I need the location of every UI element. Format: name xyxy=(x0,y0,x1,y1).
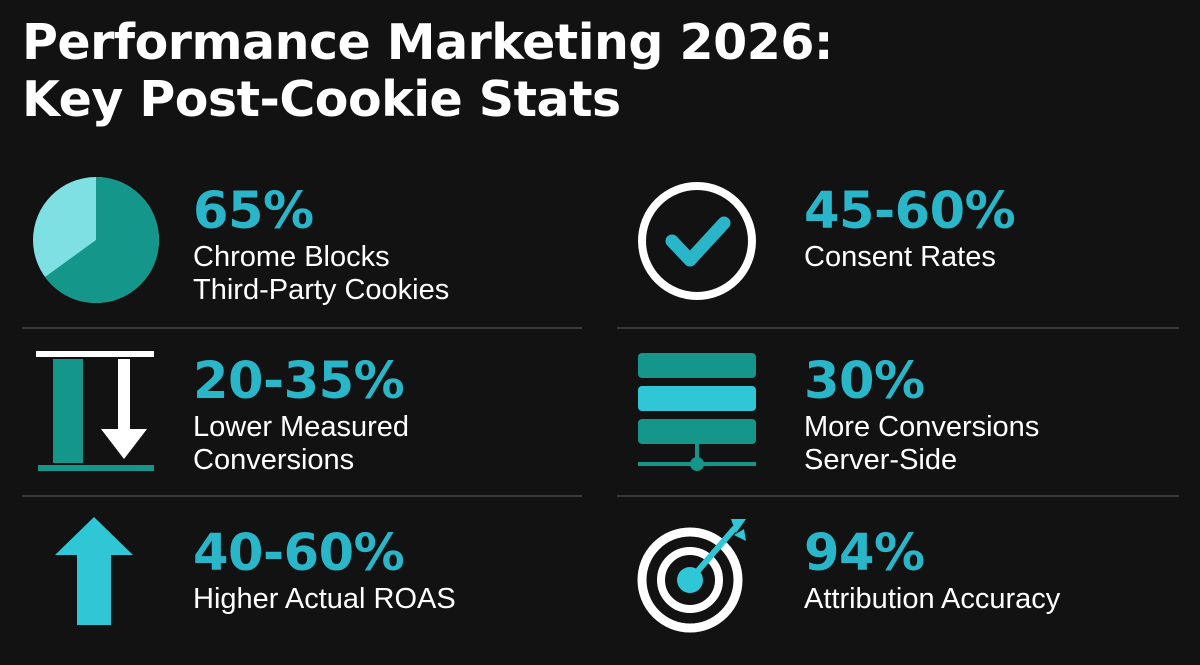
stat-value: 40-60% xyxy=(193,524,405,583)
stat-attribution-accuracy: 94% Attribution Accuracy xyxy=(636,515,1196,665)
checkmark-circle-icon xyxy=(636,175,786,325)
stat-label-line-1: Higher Actual ROAS xyxy=(193,583,456,615)
stat-value: 20-35% xyxy=(193,352,405,411)
target-icon xyxy=(636,515,786,665)
divider-right-2 xyxy=(617,495,1179,497)
divider-left-2 xyxy=(22,495,582,497)
page-title: Performance Marketing 2026: Key Post-Coo… xyxy=(22,14,834,128)
stat-consent-rates: 45-60% Consent Rates xyxy=(636,175,1196,325)
stat-label-line-1: Consent Rates xyxy=(804,241,996,273)
stat-value: 94% xyxy=(804,524,925,583)
stat-label-line-2: Server-Side xyxy=(804,444,958,476)
divider-right-1 xyxy=(617,327,1179,329)
stat-higher-roas: 40-60% Higher Actual ROAS xyxy=(33,515,593,665)
down-arrow-icon xyxy=(33,345,183,495)
divider-left-1 xyxy=(22,327,582,329)
stat-value: 45-60% xyxy=(804,182,1016,241)
title-line-1: Performance Marketing 2026: xyxy=(22,14,834,71)
stat-label-line-1: More Conversions xyxy=(804,411,1040,443)
stat-label-line-1: Attribution Accuracy xyxy=(804,583,1061,615)
stat-value: 65% xyxy=(193,182,314,241)
stat-label-line-1: Chrome Blocks xyxy=(193,241,390,273)
pie-chart-icon xyxy=(33,175,183,325)
server-stack-icon xyxy=(636,345,786,495)
title-line-2: Key Post-Cookie Stats xyxy=(22,71,621,128)
stat-chrome-blocks: 65% Chrome Blocks Third-Party Cookies xyxy=(33,175,593,325)
stat-label-line-2: Third-Party Cookies xyxy=(193,274,450,306)
stat-value: 30% xyxy=(804,352,925,411)
up-arrow-icon xyxy=(33,515,183,665)
stat-server-side: 30% More Conversions Server-Side xyxy=(636,345,1196,495)
stat-label-line-1: Lower Measured xyxy=(193,411,409,443)
stat-lower-measured: 20-35% Lower Measured Conversions xyxy=(33,345,593,495)
stat-label-line-2: Conversions xyxy=(193,444,355,476)
